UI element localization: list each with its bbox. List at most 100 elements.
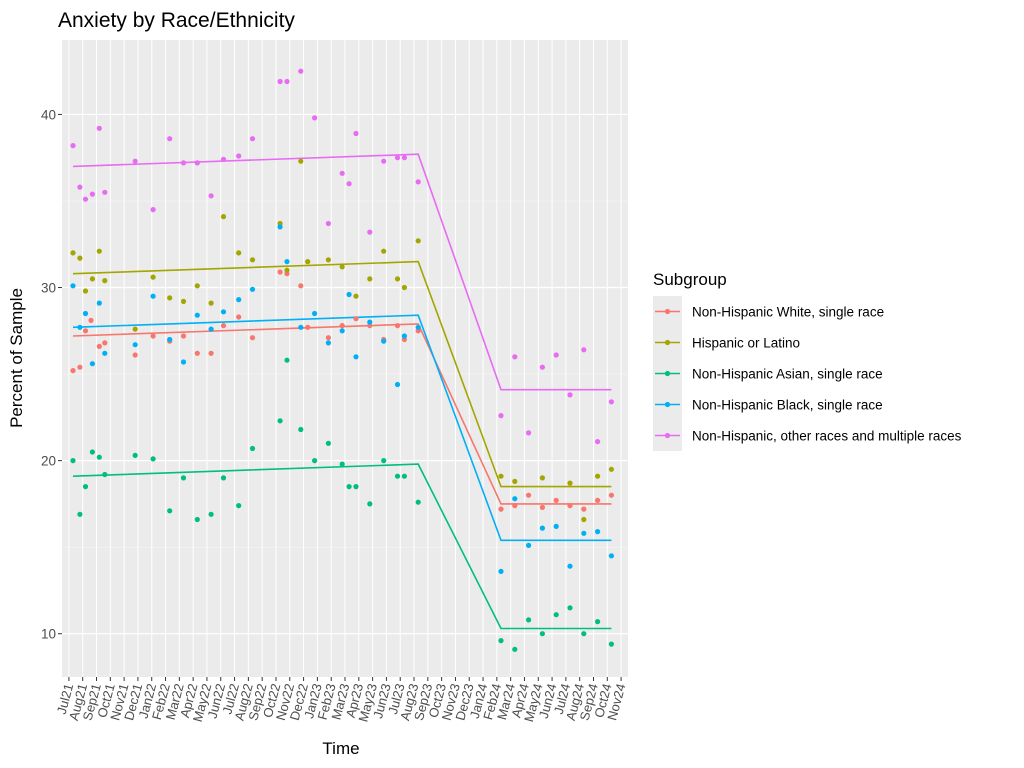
data-point	[305, 259, 311, 265]
data-point	[381, 458, 387, 464]
data-point	[167, 136, 173, 142]
data-point	[167, 336, 173, 343]
data-point	[512, 646, 518, 652]
data-point	[394, 473, 401, 479]
legend-key-point	[664, 401, 671, 408]
data-point	[284, 357, 290, 363]
data-point	[325, 257, 331, 263]
data-point	[581, 347, 587, 353]
data-point	[553, 497, 559, 503]
data-point	[249, 257, 256, 263]
data-point	[526, 430, 532, 436]
data-point	[208, 300, 214, 306]
data-point	[567, 503, 573, 509]
data-point	[367, 276, 373, 282]
data-point	[539, 364, 546, 370]
data-point	[194, 516, 200, 523]
data-point	[353, 354, 359, 360]
data-point	[312, 115, 318, 121]
data-point	[567, 563, 573, 569]
data-point	[394, 381, 401, 388]
data-point	[512, 503, 518, 509]
data-point	[367, 229, 373, 235]
data-point	[608, 492, 615, 498]
trend-line	[72, 153, 612, 391]
chart-title: Anxiety by Race/Ethnicity	[58, 9, 295, 32]
data-point	[312, 310, 318, 317]
data-point	[194, 350, 200, 356]
data-point	[88, 317, 94, 323]
data-point	[512, 496, 518, 502]
data-point	[82, 288, 89, 294]
data-point	[236, 297, 242, 303]
trend-line	[72, 323, 612, 505]
data-point	[284, 259, 290, 265]
legend-label: Non-Hispanic, other races and multiple r…	[692, 429, 962, 444]
y-tick-label: 40	[41, 107, 56, 122]
data-point	[415, 499, 421, 505]
data-point	[608, 641, 615, 647]
data-point	[208, 193, 214, 199]
data-point	[353, 130, 359, 137]
data-point	[512, 354, 518, 360]
legend-label: Non-Hispanic Asian, single race	[692, 367, 883, 382]
data-point	[312, 458, 318, 464]
data-point	[415, 179, 421, 185]
data-point	[82, 196, 89, 202]
data-point	[325, 440, 331, 446]
data-point	[132, 326, 138, 332]
data-point	[381, 338, 387, 344]
data-point	[102, 189, 108, 195]
data-point	[132, 452, 138, 458]
data-point	[595, 439, 601, 445]
data-point	[498, 568, 504, 575]
data-point	[150, 333, 156, 339]
data-point	[249, 136, 256, 142]
data-point	[353, 484, 359, 490]
data-point	[220, 323, 227, 329]
trend-lines	[72, 153, 612, 630]
data-point	[394, 323, 401, 329]
data-point	[77, 324, 83, 330]
data-point	[298, 158, 304, 164]
data-point	[96, 454, 102, 460]
data-point	[498, 473, 504, 479]
data-point	[236, 503, 242, 509]
data-point	[236, 153, 242, 159]
data-point	[298, 68, 304, 74]
data-point	[220, 156, 227, 162]
x-axis-ticks: Jul21Aug21Sep21Oct21Nov21Dec21Jan22Feb22…	[54, 677, 628, 723]
data-point	[96, 248, 102, 254]
data-point	[284, 267, 290, 273]
grid-lines	[62, 40, 628, 677]
data-point	[180, 359, 187, 365]
data-point	[567, 605, 573, 611]
data-point	[208, 326, 214, 332]
legend: Non-Hispanic White, single race Hispanic …	[653, 296, 962, 451]
data-point	[526, 542, 532, 549]
legend-label: Non-Hispanic White, single race	[692, 305, 884, 320]
data-point	[539, 525, 546, 531]
data-point	[394, 155, 401, 161]
data-point	[132, 342, 138, 348]
data-point	[367, 501, 373, 507]
data-point	[220, 475, 227, 481]
data-point	[553, 523, 559, 530]
data-point	[567, 480, 573, 486]
data-point	[325, 340, 331, 346]
legend-key-point	[664, 432, 671, 439]
data-point	[150, 207, 156, 213]
data-point	[89, 276, 95, 282]
data-point	[277, 269, 283, 275]
data-point	[277, 78, 283, 85]
data-point	[539, 631, 546, 637]
data-point	[249, 335, 256, 341]
data-point	[70, 458, 76, 464]
legend-label: Non-Hispanic Black, single race	[692, 398, 883, 413]
data-point	[595, 497, 601, 503]
data-point	[194, 160, 200, 166]
data-point	[180, 160, 187, 166]
data-point	[498, 638, 504, 644]
y-tick-label: 30	[41, 281, 56, 296]
data-point	[346, 484, 352, 490]
